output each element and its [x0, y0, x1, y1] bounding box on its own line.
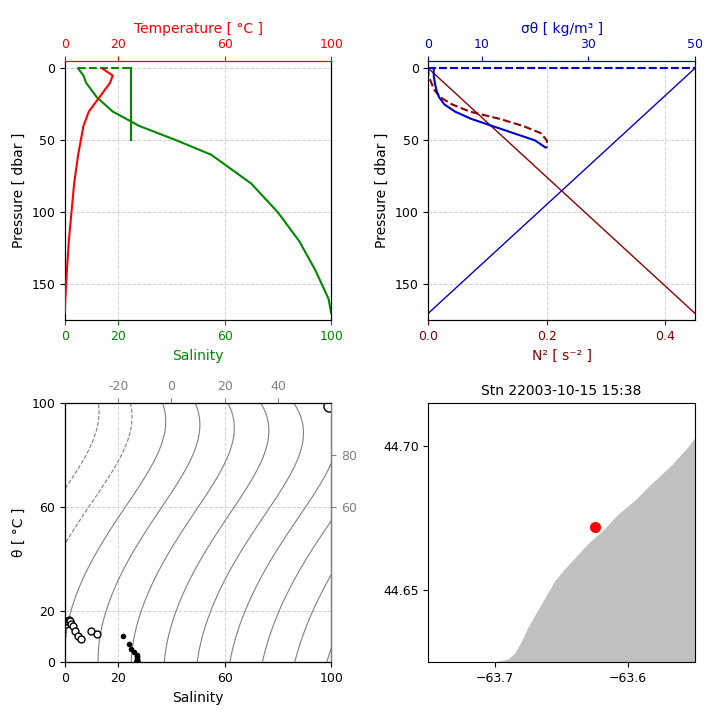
- X-axis label: Salinity: Salinity: [172, 348, 224, 363]
- X-axis label: σθ [ kg/m³ ]: σθ [ kg/m³ ]: [521, 22, 603, 36]
- Y-axis label: θ [ °C ]: θ [ °C ]: [12, 508, 26, 557]
- Y-axis label: Pressure [ dbar ]: Pressure [ dbar ]: [12, 133, 26, 248]
- Y-axis label: Pressure [ dbar ]: Pressure [ dbar ]: [375, 133, 390, 248]
- X-axis label: Temperature [ °C ]: Temperature [ °C ]: [133, 22, 263, 36]
- X-axis label: N² [ s⁻² ]: N² [ s⁻² ]: [531, 348, 592, 363]
- Title: Stn 22003-10-15 15:38: Stn 22003-10-15 15:38: [482, 384, 642, 398]
- X-axis label: Salinity: Salinity: [172, 690, 224, 705]
- Polygon shape: [428, 403, 719, 662]
